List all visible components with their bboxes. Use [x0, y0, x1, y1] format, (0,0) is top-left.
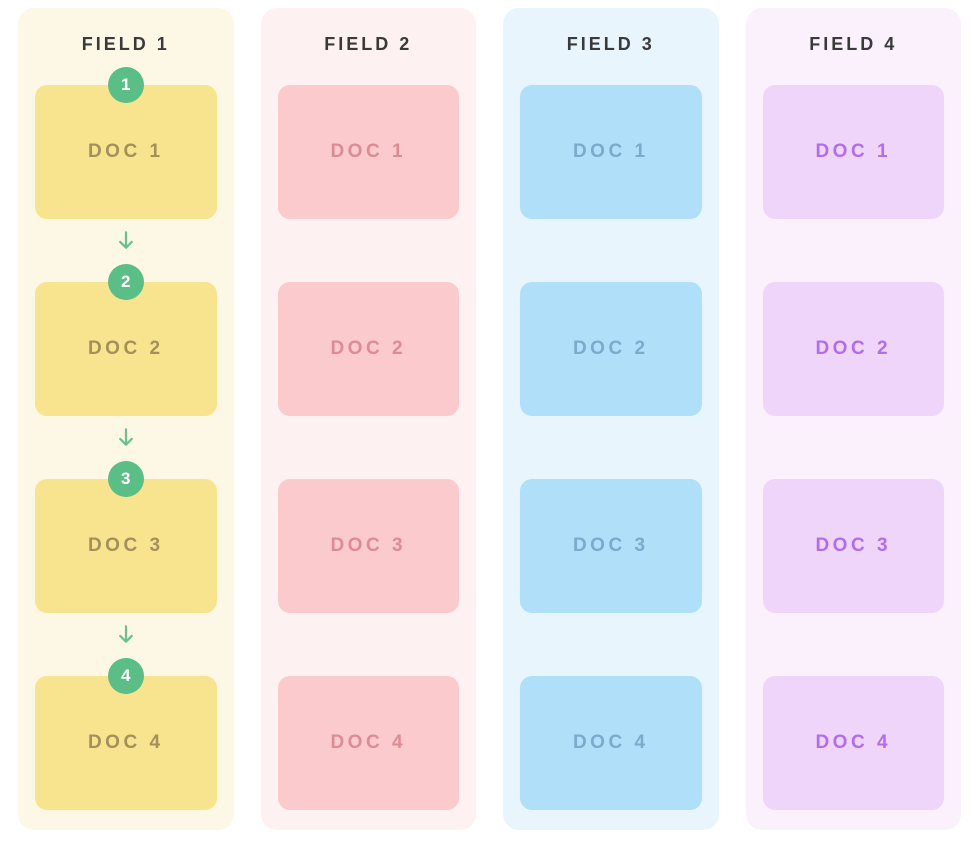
column-field-3: FIELD 3 DOC 1 DOC 2 DOC 3 DOC 4 [503, 8, 719, 830]
doc-card: DOC 4 [35, 676, 217, 810]
doc-label: DOC 3 [572, 535, 649, 556]
doc-label: DOC 2 [330, 338, 407, 359]
doc-card: DOC 4 [277, 676, 459, 810]
card-list: 1 DOC 1 2 DOC 2 3 DOC 3 [35, 67, 217, 810]
card-list: DOC 1 DOC 2 DOC 3 DOC 4 [520, 85, 702, 810]
step-badge: 4 [107, 658, 144, 694]
doc-label: DOC 4 [572, 732, 649, 753]
arrow-down-icon [114, 426, 137, 449]
doc-label: DOC 1 [815, 141, 892, 162]
card-slot: DOC 2 [520, 282, 702, 416]
doc-card: DOC 2 [277, 282, 459, 416]
card-slot: DOC 3 [762, 479, 944, 613]
doc-label: DOC 2 [87, 338, 164, 359]
doc-label: DOC 4 [815, 732, 892, 753]
doc-card: DOC 1 [35, 85, 217, 219]
column-title: FIELD 4 [809, 34, 898, 54]
step-badge: 2 [107, 264, 144, 300]
arrow-down-icon [114, 623, 137, 646]
card-slot: DOC 2 [277, 282, 459, 416]
column-title: FIELD 1 [81, 34, 170, 54]
doc-label: DOC 4 [330, 732, 407, 753]
card-slot: DOC 1 [762, 85, 944, 219]
card-slot: DOC 2 [762, 282, 944, 416]
card-slot: 3 DOC 3 [35, 461, 217, 643]
doc-card: DOC 3 [762, 479, 944, 613]
doc-label: DOC 1 [87, 141, 164, 162]
doc-label: DOC 2 [815, 338, 892, 359]
step-badge: 1 [107, 67, 144, 103]
card-slot: 4 DOC 4 [35, 658, 217, 810]
doc-card: DOC 2 [762, 282, 944, 416]
card-slot: DOC 1 [520, 85, 702, 219]
card-slot: 1 DOC 1 [35, 67, 217, 249]
doc-card: DOC 2 [35, 282, 217, 416]
column-field-1: FIELD 1 1 DOC 1 2 DOC 2 3 DOC 3 [18, 8, 234, 830]
column-field-4: FIELD 4 DOC 1 DOC 2 DOC 3 DOC 4 [745, 8, 961, 830]
doc-card: DOC 3 [35, 479, 217, 613]
column-title: FIELD 2 [324, 34, 413, 54]
doc-label: DOC 3 [87, 535, 164, 556]
doc-card: DOC 4 [762, 676, 944, 810]
arrow-down-icon [114, 229, 137, 252]
doc-label: DOC 2 [572, 338, 649, 359]
doc-label: DOC 3 [330, 535, 407, 556]
doc-label: DOC 1 [572, 141, 649, 162]
card-slot: DOC 3 [520, 479, 702, 613]
doc-label: DOC 3 [815, 535, 892, 556]
doc-card: DOC 3 [277, 479, 459, 613]
doc-card: DOC 3 [520, 479, 702, 613]
doc-card: DOC 1 [762, 85, 944, 219]
card-slot: DOC 4 [520, 676, 702, 810]
card-slot: DOC 3 [277, 479, 459, 613]
card-slot: DOC 1 [277, 85, 459, 219]
card-slot: DOC 4 [762, 676, 944, 810]
card-slot: DOC 4 [277, 676, 459, 810]
column-field-2: FIELD 2 DOC 1 DOC 2 DOC 3 DOC 4 [260, 8, 476, 830]
doc-label: DOC 4 [87, 732, 164, 753]
card-list: DOC 1 DOC 2 DOC 3 DOC 4 [277, 85, 459, 810]
column-title: FIELD 3 [566, 34, 655, 54]
card-list: DOC 1 DOC 2 DOC 3 DOC 4 [762, 85, 944, 810]
step-badge: 3 [107, 461, 144, 497]
card-slot: 2 DOC 2 [35, 264, 217, 446]
doc-label: DOC 1 [330, 141, 407, 162]
doc-card: DOC 2 [520, 282, 702, 416]
doc-card: DOC 1 [277, 85, 459, 219]
doc-card: DOC 1 [520, 85, 702, 219]
doc-card: DOC 4 [520, 676, 702, 810]
